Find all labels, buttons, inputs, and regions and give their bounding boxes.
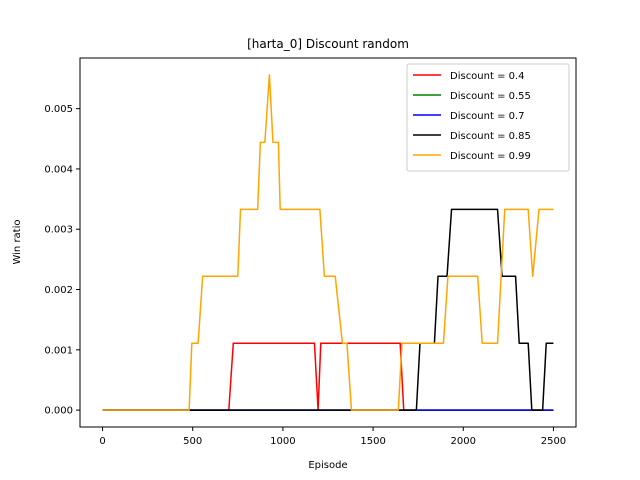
legend: Discount = 0.4 Discount = 0.55 Discount = … (406, 63, 570, 172)
legend-label-2: Discount = 0.7 (450, 111, 525, 122)
legend-label-3: Discount = 0.85 (450, 131, 531, 142)
x-tick-label-0: 0 (99, 436, 105, 447)
x-tick-label-1: 500 (183, 436, 202, 447)
y-tick-label-4: 0.004 (44, 164, 73, 175)
y-tick-label-1: 0.001 (44, 345, 73, 356)
series-line-4 (102, 74, 554, 411)
x-axis: 0 500 1000 1500 2000 2500 (99, 427, 566, 447)
plot-frame (79, 57, 577, 428)
y-tick-label-0: 0.000 (44, 406, 73, 417)
x-tick-label-4: 2000 (451, 436, 476, 447)
legend-label-0: Discount = 0.4 (450, 71, 525, 82)
y-tick-label-5: 0.005 (44, 104, 73, 115)
x-tick-label-3: 1500 (360, 436, 385, 447)
chart-title: [harta_0] Discount random (247, 37, 409, 51)
y-tick-label-2: 0.002 (44, 285, 73, 296)
y-tick-label-3: 0.003 (44, 225, 73, 236)
plot-lines (102, 74, 554, 411)
x-tick-label-5: 2500 (541, 436, 566, 447)
x-axis-label: Episode (308, 460, 347, 471)
y-axis: 0.000 0.001 0.002 0.003 0.004 0.005 (44, 104, 80, 417)
legend-label-1: Discount = 0.55 (450, 91, 531, 102)
y-axis-label: Win ratio (12, 219, 23, 264)
x-tick-label-2: 1000 (270, 436, 295, 447)
legend-label-4: Discount = 0.99 (450, 151, 531, 162)
legend-box (406, 63, 570, 172)
